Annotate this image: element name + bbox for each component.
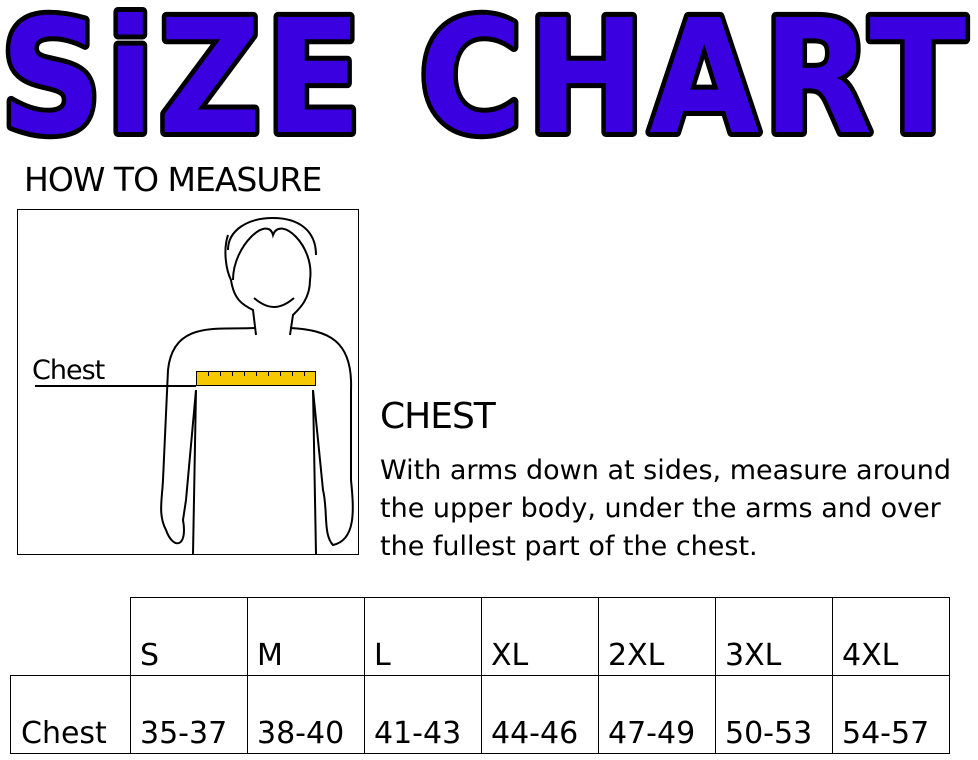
how-to-measure-heading: HOW TO MEASURE: [24, 160, 322, 199]
size-table: S M L XL 2XL 3XL 4XL Chest 35-37 38-40 4…: [10, 597, 950, 754]
body-outline-icon: [35, 217, 354, 555]
size-header-row: S M L XL 2XL 3XL 4XL: [11, 597, 950, 676]
size-header: L: [364, 597, 482, 676]
size-header: 4XL: [832, 597, 950, 676]
chest-description: With arms down at sides, measure around …: [380, 455, 951, 562]
empty-cell: [11, 598, 131, 676]
size-header: XL: [481, 597, 599, 676]
table-cell: 47-49: [598, 675, 716, 754]
svg-text:SiZE CHART: SiZE CHART: [0, 0, 970, 150]
table-cell: 35-37: [130, 675, 248, 754]
table-cell: 54-57: [832, 675, 950, 754]
chest-label: Chest: [32, 355, 105, 386]
table-cell: 44-46: [481, 675, 599, 754]
measurement-figure: Chest: [17, 209, 359, 555]
table-cell: 50-53: [715, 675, 833, 754]
table-row: Chest 35-37 38-40 41-43 44-46 47-49 50-5…: [10, 675, 950, 754]
table-cell: 41-43: [364, 675, 482, 754]
size-header: 2XL: [598, 597, 716, 676]
size-header: M: [247, 597, 365, 676]
measuring-tape: [196, 371, 316, 386]
row-label: Chest: [10, 675, 131, 754]
size-chart-title: SiZE CHART: [0, 0, 971, 150]
size-header: 3XL: [715, 597, 833, 676]
chest-heading: CHEST: [380, 396, 496, 437]
table-cell: 38-40: [247, 675, 365, 754]
size-header: S: [130, 597, 248, 676]
